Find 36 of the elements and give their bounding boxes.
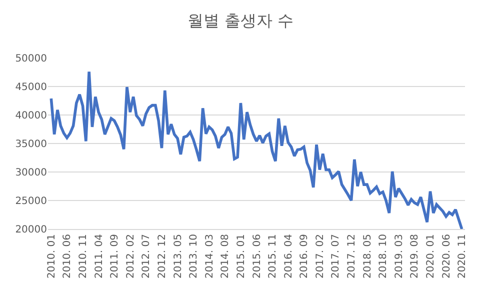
- x-tick-label: 2020. 11: [457, 234, 468, 279]
- chart-title: 월별 출생자 수: [187, 10, 294, 30]
- x-tick-label: 2017. 07: [330, 234, 342, 279]
- x-tick-label: 2015. 06: [252, 234, 263, 279]
- x-tick-label: 2018. 10: [378, 234, 390, 279]
- x-tick-label: 2015. 01: [236, 234, 247, 279]
- x-tick-label: 2013. 05: [172, 234, 184, 279]
- x-tick-label: 2012. 07: [141, 234, 152, 279]
- y-tick-label: 50000: [15, 54, 47, 64]
- x-tick-label: 2015. 11: [268, 234, 279, 279]
- y-tick-label: 35000: [15, 139, 47, 150]
- x-tick-label: 2012. 02: [125, 234, 136, 279]
- x-tick-label: 2010. 11: [78, 234, 89, 279]
- x-tick-label: 2020. 06: [441, 234, 452, 279]
- x-tick-label: 2018. 05: [362, 234, 374, 279]
- x-tick-label: 2014. 08: [220, 234, 232, 279]
- y-tick-label: 30000: [15, 168, 47, 178]
- x-tick-label: 2014. 03: [204, 234, 216, 279]
- x-tick-label: 2013. 10: [188, 234, 200, 279]
- line-series: [50, 70, 464, 229]
- x-tick-label: 2011. 04: [94, 234, 105, 279]
- y-tick-label: 40000: [15, 110, 47, 122]
- y-tick-label: 20000: [15, 224, 47, 236]
- x-tick-label: 2019. 08: [410, 234, 421, 279]
- x-tick-label: 2012. 12: [156, 234, 168, 279]
- x-tick-label: 2010. 01: [46, 234, 58, 279]
- x-tick-label: 2020. 01: [426, 234, 436, 279]
- x-tick-label: 2011. 09: [110, 234, 121, 279]
- y-tick-label: 45000: [15, 82, 47, 93]
- x-tick-label: 2017. 02: [314, 234, 326, 279]
- x-tick-label: 2017. 12: [346, 234, 358, 279]
- x-tick-label: 2019. 03: [394, 234, 405, 279]
- y-tick-label: 25000: [15, 196, 47, 207]
- x-tick-label: 2010. 06: [62, 234, 74, 279]
- x-tick-label: 2016. 09: [299, 234, 310, 279]
- x-tick-label: 2016. 04: [283, 234, 294, 279]
